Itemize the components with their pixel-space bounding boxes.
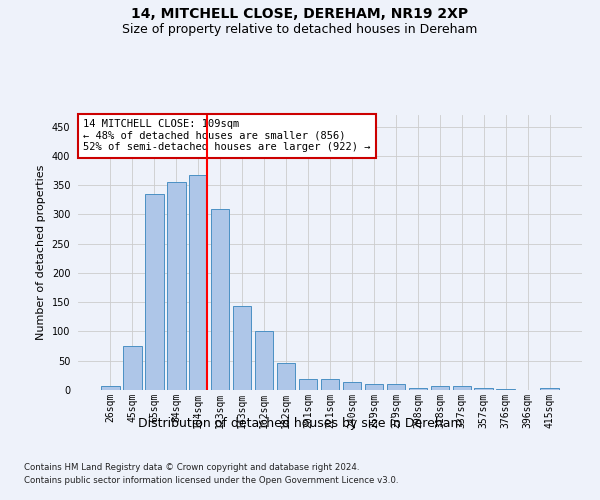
Text: Contains HM Land Registry data © Crown copyright and database right 2024.: Contains HM Land Registry data © Crown c…: [24, 462, 359, 471]
Bar: [475, 388, 493, 390]
Bar: [299, 380, 317, 390]
Bar: [452, 386, 471, 390]
Bar: [365, 384, 383, 390]
Bar: [189, 174, 208, 390]
Text: 14 MITCHELL CLOSE: 109sqm
← 48% of detached houses are smaller (856)
52% of semi: 14 MITCHELL CLOSE: 109sqm ← 48% of detac…: [83, 119, 371, 152]
Bar: [233, 306, 251, 390]
Bar: [343, 382, 361, 390]
Bar: [211, 208, 229, 390]
Bar: [431, 386, 449, 390]
Bar: [277, 363, 295, 390]
Bar: [386, 384, 405, 390]
Y-axis label: Number of detached properties: Number of detached properties: [36, 165, 46, 340]
Text: Size of property relative to detached houses in Dereham: Size of property relative to detached ho…: [122, 22, 478, 36]
Text: Contains public sector information licensed under the Open Government Licence v3: Contains public sector information licen…: [24, 476, 398, 485]
Bar: [409, 388, 427, 390]
Bar: [320, 380, 340, 390]
Bar: [145, 194, 164, 390]
Bar: [541, 388, 559, 390]
Bar: [123, 346, 142, 390]
Bar: [101, 386, 119, 390]
Bar: [255, 332, 274, 390]
Text: Distribution of detached houses by size in Dereham: Distribution of detached houses by size …: [137, 418, 463, 430]
Bar: [167, 182, 185, 390]
Text: 14, MITCHELL CLOSE, DEREHAM, NR19 2XP: 14, MITCHELL CLOSE, DEREHAM, NR19 2XP: [131, 8, 469, 22]
